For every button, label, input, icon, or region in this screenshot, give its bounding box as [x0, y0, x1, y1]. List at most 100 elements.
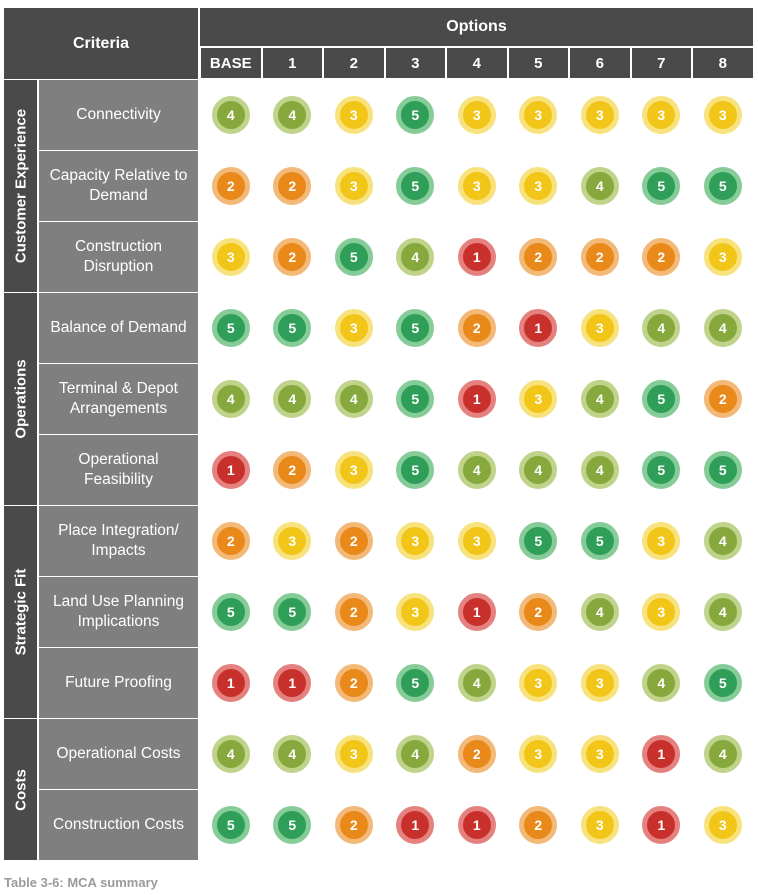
score-badge: 3 — [580, 95, 619, 134]
score-badge: 1 — [457, 379, 496, 418]
score-badge: 4 — [580, 450, 619, 489]
score-badge: 4 — [457, 663, 496, 702]
score-badge: 2 — [519, 805, 558, 844]
score-badge: 5 — [580, 521, 619, 560]
score-badge: 5 — [703, 450, 742, 489]
criterion-label: Terminal & Depot Arrangements — [39, 364, 198, 434]
score-badge: 5 — [642, 450, 681, 489]
score-badge: 4 — [396, 734, 435, 773]
score-badge: 5 — [396, 379, 435, 418]
option-header-base: BASE — [201, 48, 261, 78]
score-badge: 3 — [273, 521, 312, 560]
score-badge: 3 — [211, 237, 250, 276]
score-badge: 3 — [396, 521, 435, 560]
score-badge: 1 — [642, 805, 681, 844]
score-badge: 4 — [519, 450, 558, 489]
score-badge: 1 — [457, 592, 496, 631]
group-label-2: Strategic Fit — [4, 506, 37, 718]
score-badge: 4 — [211, 379, 250, 418]
score-badge: 3 — [580, 663, 619, 702]
group-label-text: Customer Experience — [12, 108, 29, 264]
score-badge: 1 — [457, 805, 496, 844]
option-header-7: 7 — [631, 48, 691, 78]
score-badge: 3 — [519, 95, 558, 134]
group-label-text: Costs — [12, 768, 29, 811]
score-badge: 2 — [273, 237, 312, 276]
criterion-label: Future Proofing — [39, 648, 198, 718]
score-badge: 5 — [273, 805, 312, 844]
score-badge: 5 — [273, 592, 312, 631]
criteria-header-label: Criteria — [72, 34, 130, 52]
score-badge: 5 — [211, 805, 250, 844]
options-header-label: Options — [446, 18, 507, 35]
score-badge: 5 — [396, 166, 435, 205]
criterion-label: Operational Feasibility — [39, 435, 198, 505]
score-badge: 3 — [334, 166, 373, 205]
score-badge: 5 — [703, 166, 742, 205]
score-badge: 2 — [519, 237, 558, 276]
criterion-label: Connectivity — [39, 80, 198, 150]
score-badge: 4 — [703, 521, 742, 560]
table-caption: Table 3-6: MCA summary — [4, 875, 158, 890]
score-badge: 3 — [519, 379, 558, 418]
score-badge: 1 — [273, 663, 312, 702]
group-label-0: Customer Experience — [4, 80, 37, 292]
option-header-4: 4 — [447, 48, 507, 78]
score-badge: 3 — [580, 805, 619, 844]
option-header-3: 3 — [385, 48, 445, 78]
score-badge: 2 — [519, 592, 558, 631]
score-badge: 4 — [273, 379, 312, 418]
score-badge: 4 — [211, 95, 250, 134]
criterion-label: Place Integration/ Impacts — [39, 506, 198, 576]
score-badge: 5 — [642, 166, 681, 205]
score-badge: 5 — [396, 450, 435, 489]
score-badge: 3 — [457, 521, 496, 560]
score-badge: 3 — [457, 166, 496, 205]
score-badge: 1 — [519, 308, 558, 347]
option-header-2: 2 — [324, 48, 384, 78]
option-header-5: 5 — [508, 48, 568, 78]
score-badge: 1 — [457, 237, 496, 276]
score-badge: 2 — [703, 379, 742, 418]
score-badge: 3 — [580, 734, 619, 773]
score-badge: 3 — [519, 663, 558, 702]
criterion-label: Capacity Relative to Demand — [39, 151, 198, 221]
score-badge: 5 — [642, 379, 681, 418]
score-badge: 2 — [273, 450, 312, 489]
score-badge: 3 — [703, 237, 742, 276]
score-badge: 4 — [211, 734, 250, 773]
score-badge: 3 — [703, 95, 742, 134]
score-badge: 3 — [334, 450, 373, 489]
score-badge: 4 — [580, 166, 619, 205]
score-badge: 3 — [334, 308, 373, 347]
score-badge: 3 — [519, 734, 558, 773]
score-badge: 2 — [211, 521, 250, 560]
score-badge: 4 — [273, 95, 312, 134]
score-badge: 1 — [396, 805, 435, 844]
score-badge: 4 — [642, 663, 681, 702]
group-label-3: Costs — [4, 719, 37, 860]
score-badge: 2 — [334, 805, 373, 844]
score-badge: 1 — [211, 450, 250, 489]
score-badge: 2 — [273, 166, 312, 205]
score-badge: 5 — [396, 95, 435, 134]
score-badge: 5 — [334, 237, 373, 276]
score-badge: 4 — [642, 308, 681, 347]
score-badge: 3 — [703, 805, 742, 844]
criterion-label: Land Use Planning Implications — [39, 577, 198, 647]
score-badge: 2 — [334, 592, 373, 631]
score-badge: 2 — [457, 308, 496, 347]
score-badge: 2 — [211, 166, 250, 205]
group-label-text: Operations — [12, 359, 29, 439]
score-badge: 2 — [334, 521, 373, 560]
criterion-label: Balance of Demand — [39, 293, 198, 363]
score-badge: 1 — [211, 663, 250, 702]
criterion-label: Operational Costs — [39, 719, 198, 789]
score-badge: 5 — [519, 521, 558, 560]
score-badge: 5 — [273, 308, 312, 347]
option-header-6: 6 — [570, 48, 630, 78]
score-badge: 5 — [211, 592, 250, 631]
score-badge: 4 — [703, 734, 742, 773]
score-badge: 5 — [703, 663, 742, 702]
score-badge: 5 — [396, 308, 435, 347]
